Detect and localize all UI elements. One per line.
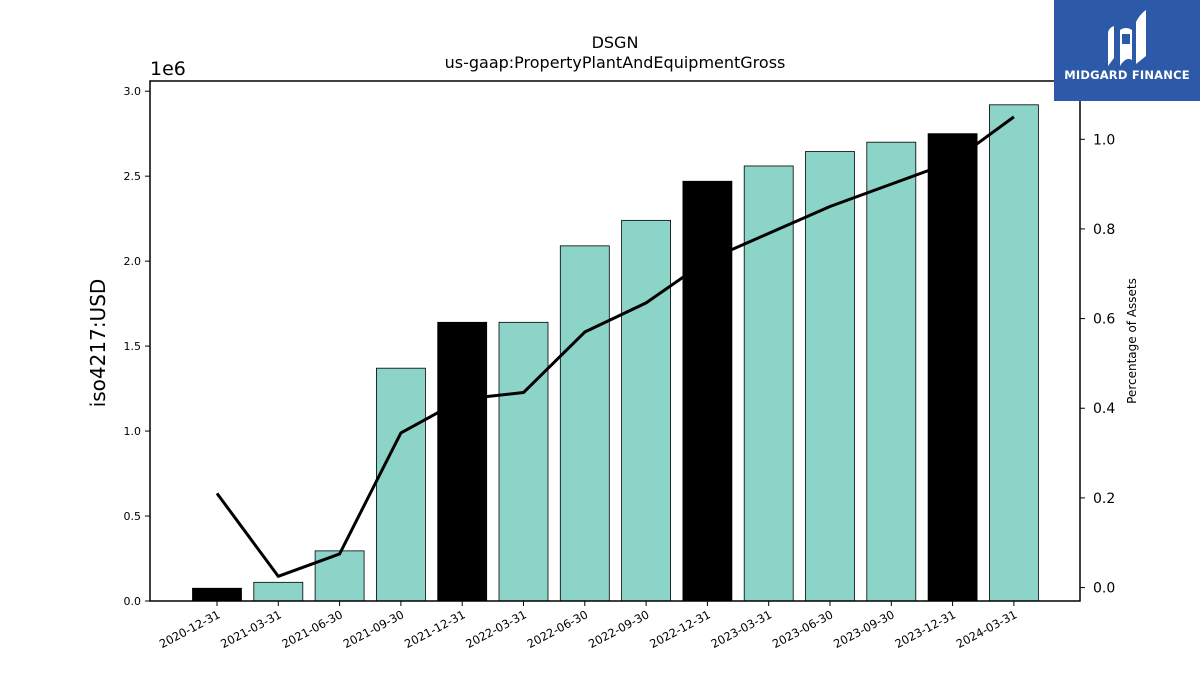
logo-text: MIDGARD FINANCE bbox=[1064, 68, 1190, 82]
x-tick-label: 2021-03-31 bbox=[218, 607, 284, 651]
bar-2023-09-30 bbox=[866, 141, 917, 602]
y2-axis-label: Percentage of Assets bbox=[1125, 278, 1139, 404]
x-tick-label: 2022-03-31 bbox=[463, 607, 529, 651]
y-tick-label: 1.5 bbox=[124, 340, 142, 353]
y-tick-label: 2.0 bbox=[124, 255, 142, 268]
x-tick-label: 2022-06-30 bbox=[525, 607, 591, 651]
y-tick-label: 0.5 bbox=[124, 510, 142, 523]
chart-subtitle: us-gaap:PropertyPlantAndEquipmentGross bbox=[445, 53, 786, 72]
y-axis-label: iso4217:USD bbox=[86, 279, 110, 408]
y-tick-label: 3.0 bbox=[124, 85, 142, 98]
line-layer bbox=[215, 115, 1015, 578]
midgard-finance-logo: MIDGARD FINANCE bbox=[1054, 0, 1200, 101]
percentage-of-assets-line bbox=[215, 115, 1015, 578]
bar-2023-12-31 bbox=[927, 133, 978, 602]
y2-tick-label: 1.0 bbox=[1093, 132, 1115, 148]
bar-2023-03-31 bbox=[743, 165, 794, 602]
x-tick-label: 2021-09-30 bbox=[341, 607, 407, 651]
bar-2022-03-31 bbox=[498, 321, 549, 602]
x-tick-label: 2023-03-31 bbox=[709, 607, 775, 651]
x-tick-label: 2023-09-30 bbox=[831, 607, 897, 651]
bar-2024-03-31 bbox=[989, 104, 1039, 602]
y2-tick-label: 0.0 bbox=[1093, 581, 1115, 597]
y2-tick-label: 0.4 bbox=[1093, 401, 1115, 417]
bar-2022-12-31 bbox=[682, 180, 733, 602]
bars-layer bbox=[192, 104, 1039, 602]
bar-2021-06-30 bbox=[314, 550, 365, 602]
y-offset-label: 1e6 bbox=[150, 58, 186, 80]
x-tick-label: 2020-12-31 bbox=[157, 607, 223, 651]
x-tick-label: 2022-09-30 bbox=[586, 607, 652, 651]
y-tick-label: 1.0 bbox=[124, 425, 142, 438]
bar-2021-12-31 bbox=[437, 321, 488, 602]
x-tick-label: 2021-12-31 bbox=[402, 607, 468, 651]
x-tick-label: 2023-12-31 bbox=[892, 607, 958, 651]
logo-mark-icon bbox=[1108, 10, 1146, 66]
plot-frame bbox=[149, 80, 1081, 602]
x-tick-label: 2022-12-31 bbox=[647, 607, 713, 651]
x-tick-label: 2023-06-30 bbox=[770, 607, 836, 651]
chart-title: DSGN bbox=[592, 33, 639, 52]
bar-2020-12-31 bbox=[192, 587, 242, 602]
bar-2023-06-30 bbox=[805, 151, 855, 602]
y-tick-label: 2.5 bbox=[124, 170, 142, 183]
bar-2021-03-31 bbox=[253, 581, 304, 602]
x-tick-label: 2021-06-30 bbox=[279, 607, 345, 651]
y-tick-label: 0.0 bbox=[124, 595, 142, 608]
y2-tick-label: 0.2 bbox=[1093, 491, 1115, 507]
bar-2021-09-30 bbox=[375, 367, 426, 602]
bar-2022-09-30 bbox=[621, 219, 671, 602]
x-tick-label: 2024-03-31 bbox=[954, 607, 1020, 651]
bar-2022-06-30 bbox=[559, 245, 610, 602]
y2-tick-label: 0.8 bbox=[1093, 222, 1115, 238]
y2-tick-label: 0.6 bbox=[1093, 312, 1115, 328]
